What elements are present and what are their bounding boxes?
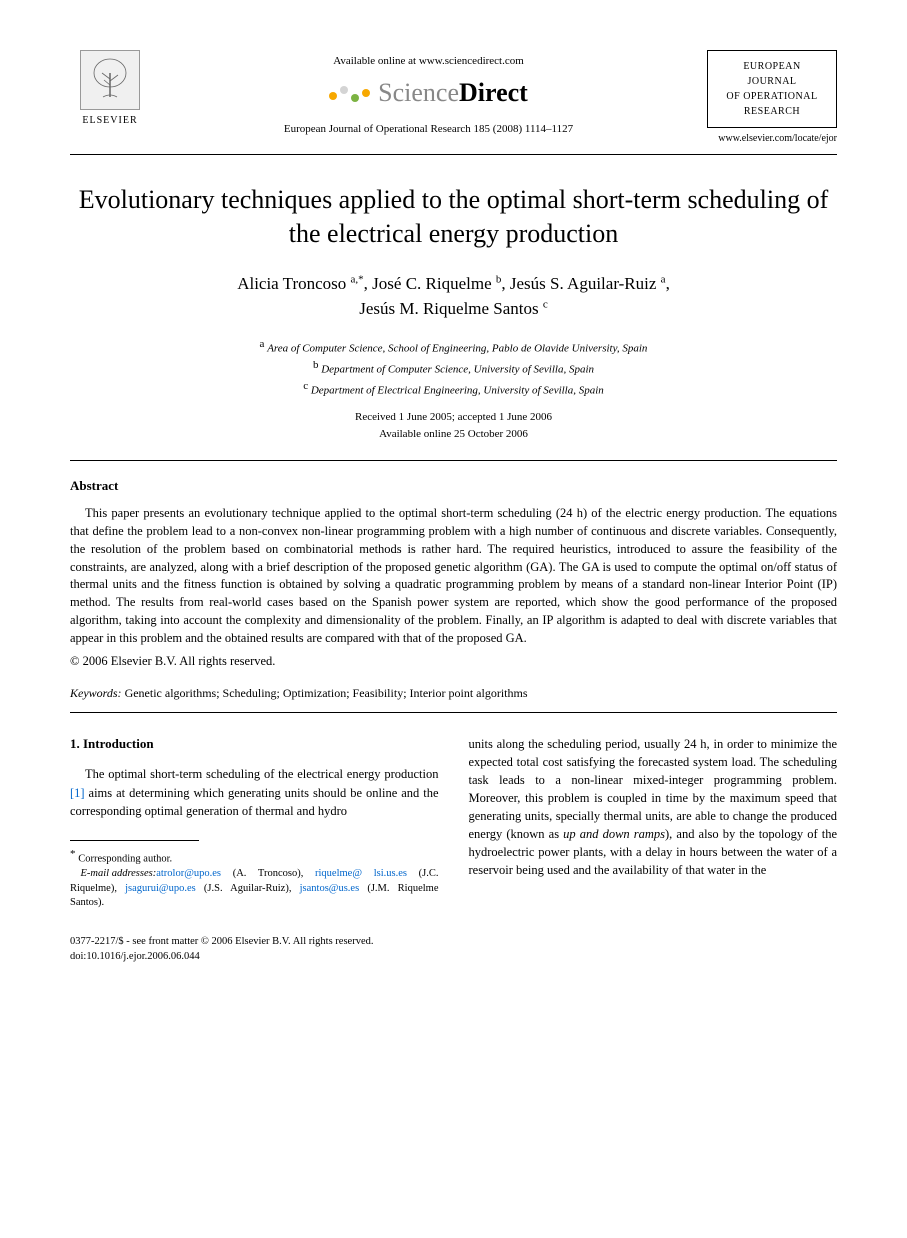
author: , Jesús S. Aguilar-Ruiz [501,274,660,293]
author: , José C. Riquelme [364,274,496,293]
email-who: (A. Troncoso), [221,868,315,879]
doi-line: doi:10.1016/j.ejor.2006.06.044 [70,950,837,965]
email-link[interactable]: jsantos@us.es [300,883,360,894]
sd-light: Science [378,78,459,107]
journal-title-box: EUROPEAN JOURNAL OF OPERATIONAL RESEARCH [707,50,837,128]
author-affil-sup: a [661,273,666,285]
email-who: (J.S. Aguilar-Ruiz), [196,883,300,894]
author-affil-sup: a,* [351,273,364,285]
intro-text: The optimal short-term scheduling of the… [85,767,439,781]
paper-title: Evolutionary techniques applied to the o… [70,183,837,251]
affil-sup: b [313,359,321,371]
author: Jesús M. Riquelme Santos [359,299,543,318]
sd-wordmark: ScienceDirect [378,75,528,111]
email-link[interactable]: riquelme@ [315,868,362,879]
author-list: Alicia Troncoso a,*, José C. Riquelme b,… [70,271,837,322]
header-rule [70,154,837,155]
intro-paragraph-continued: units along the scheduling period, usual… [469,735,838,880]
section-rule [70,712,837,713]
footnote-rule [70,840,199,841]
affil-sup: c [303,380,311,392]
publisher-logo-block: ELSEVIER [70,50,150,128]
online-date: Available online 25 October 2006 [379,428,528,440]
received-date: Received 1 June 2005; accepted 1 June 20… [355,411,552,423]
email-link[interactable]: atrolor@upo.es [156,868,221,879]
affiliation: Department of Electrical Engineering, Un… [311,385,604,397]
journal-box-wrap: EUROPEAN JOURNAL OF OPERATIONAL RESEARCH… [707,50,837,146]
keywords-label: Keywords: [70,686,125,700]
center-header: Available online at www.sciencedirect.co… [150,50,707,137]
keywords-text: Genetic algorithms; Scheduling; Optimiza… [125,686,528,700]
body-columns: 1. Introduction The optimal short-term s… [70,735,837,911]
journal-url[interactable]: www.elsevier.com/locate/ejor [707,132,837,146]
sd-dot [351,94,359,102]
email-link[interactable]: lsi.us.es [374,868,407,879]
available-online-text: Available online at www.sciencedirect.co… [150,54,707,69]
intro-text: aims at determining which generating uni… [70,786,439,818]
elsevier-label: ELSEVIER [70,114,150,128]
right-column: units along the scheduling period, usual… [469,735,838,911]
page-footer: 0377-2217/$ - see front matter © 2006 El… [70,935,837,964]
page: ELSEVIER Available online at www.science… [0,0,907,1004]
tree-icon [85,55,135,105]
journal-reference: European Journal of Operational Research… [150,122,707,137]
affiliation: Department of Computer Science, Universi… [321,363,594,375]
author-affil-sup: c [543,298,548,310]
abstract-heading: Abstract [70,477,837,495]
copyright-line: © 2006 Elsevier B.V. All rights reserved… [70,653,837,671]
left-column: 1. Introduction The optimal short-term s… [70,735,439,911]
header-row: ELSEVIER Available online at www.science… [70,50,837,146]
email-label: E-mail addresses: [70,867,156,882]
article-dates: Received 1 June 2005; accepted 1 June 20… [70,409,837,442]
sd-dot [340,86,348,94]
affiliations: a Area of Computer Science, School of En… [70,336,837,399]
section-rule [70,460,837,461]
elsevier-tree-icon [80,50,140,110]
section-heading: 1. Introduction [70,735,439,754]
sd-dot [329,92,337,100]
journal-box-line: OF OPERATIONAL [714,89,830,104]
italic-term: up and down ramps [563,827,665,841]
email-link[interactable]: jsagurui@upo.es [125,883,196,894]
sciencedirect-logo: ScienceDirect [150,75,707,111]
affiliation: Area of Computer Science, School of Engi… [267,342,647,354]
sd-dots-icon [329,86,370,102]
journal-box-line: JOURNAL [714,74,830,89]
footnote-block: * Corresponding author. E-mail addresses… [70,847,439,911]
sd-dot [362,89,370,97]
intro-paragraph: The optimal short-term scheduling of the… [70,765,439,819]
journal-box-line: RESEARCH [714,104,830,119]
citation-link[interactable]: [1] [70,786,85,800]
keywords-line: Keywords: Genetic algorithms; Scheduling… [70,685,837,702]
abstract-text: This paper presents an evolutionary tech… [70,505,837,647]
journal-box-line: EUROPEAN [714,59,830,74]
intro-col2-pre: units along the scheduling period, usual… [469,737,838,842]
sd-dark: Direct [459,78,528,107]
corresponding-author: Corresponding author. [78,853,172,864]
author: Alicia Troncoso [237,274,350,293]
issn-line: 0377-2217/$ - see front matter © 2006 El… [70,935,837,950]
corr-marker: * [70,848,78,860]
